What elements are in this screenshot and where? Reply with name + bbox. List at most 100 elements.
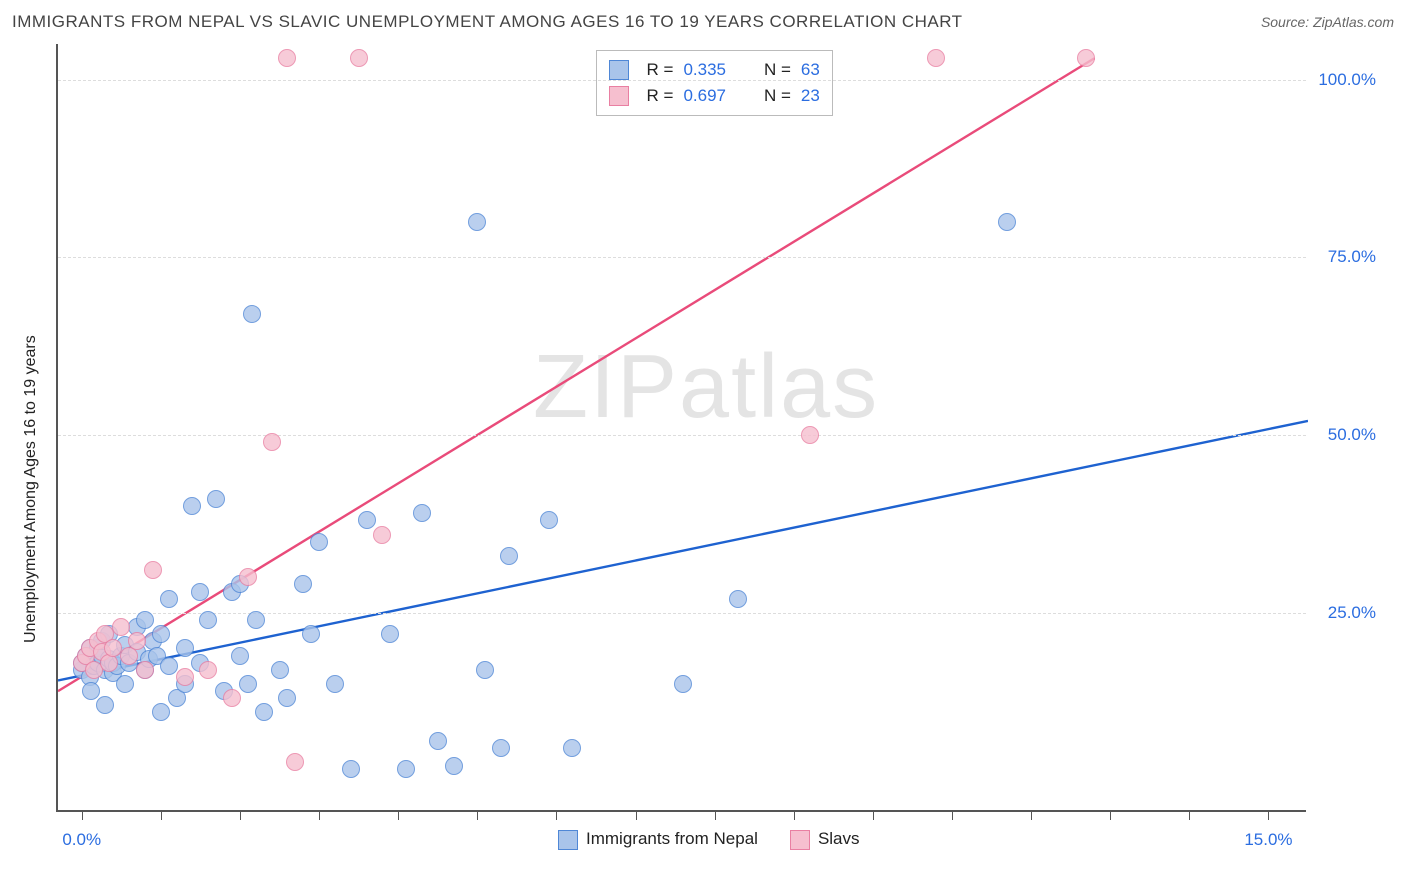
gridline-h (58, 435, 1306, 436)
data-point-nepal (152, 625, 170, 643)
data-point-nepal (302, 625, 320, 643)
data-point-slavs (278, 49, 296, 67)
x-tick-label: 15.0% (1244, 830, 1292, 850)
data-point-nepal (191, 583, 209, 601)
data-point-nepal (674, 675, 692, 693)
gridline-h (58, 80, 1306, 81)
source-prefix: Source: (1261, 14, 1313, 30)
r-value-nepal: 0.335 (683, 60, 726, 80)
x-tick (319, 810, 320, 820)
data-point-nepal (255, 703, 273, 721)
x-tick (715, 810, 716, 820)
data-point-slavs (176, 668, 194, 686)
legend-item-slavs: Slavs (790, 829, 860, 850)
chart-title: IMMIGRANTS FROM NEPAL VS SLAVIC UNEMPLOY… (12, 12, 963, 32)
x-tick (1031, 810, 1032, 820)
x-tick (161, 810, 162, 820)
source-name: ZipAtlas.com (1313, 14, 1394, 30)
data-point-nepal (381, 625, 399, 643)
legend-item-nepal: Immigrants from Nepal (558, 829, 758, 850)
regression-line-slavs (58, 58, 1094, 691)
x-tick (556, 810, 557, 820)
data-point-slavs (136, 661, 154, 679)
data-point-nepal (468, 213, 486, 231)
data-point-nepal (310, 533, 328, 551)
data-point-nepal (476, 661, 494, 679)
data-point-nepal (152, 703, 170, 721)
x-tick (873, 810, 874, 820)
data-point-slavs (223, 689, 241, 707)
data-point-nepal (207, 490, 225, 508)
x-tick (477, 810, 478, 820)
data-point-nepal (294, 575, 312, 593)
data-point-nepal (397, 760, 415, 778)
data-point-nepal (500, 547, 518, 565)
data-point-nepal (136, 611, 154, 629)
x-tick (636, 810, 637, 820)
data-point-slavs (350, 49, 368, 67)
legend-series: Immigrants from Nepal Slavs (558, 829, 860, 850)
r-value-slavs: 0.697 (683, 86, 726, 106)
data-point-slavs (199, 661, 217, 679)
data-point-nepal (445, 757, 463, 775)
data-point-nepal (540, 511, 558, 529)
data-point-nepal (239, 675, 257, 693)
watermark-atlas: atlas (679, 337, 879, 437)
data-point-nepal (492, 739, 510, 757)
watermark-zip: ZIP (533, 337, 679, 437)
data-point-nepal (278, 689, 296, 707)
y-axis-label: Unemployment Among Ages 16 to 19 years (22, 335, 40, 643)
legend-swatch-slavs (609, 86, 629, 106)
gridline-h (58, 257, 1306, 258)
regression-line-nepal (58, 421, 1308, 681)
data-point-slavs (927, 49, 945, 67)
x-tick-label: 0.0% (62, 830, 101, 850)
gridline-h (58, 613, 1306, 614)
legend-swatch-nepal (609, 60, 629, 80)
data-point-slavs (286, 753, 304, 771)
title-bar: IMMIGRANTS FROM NEPAL VS SLAVIC UNEMPLOY… (12, 8, 1394, 36)
data-point-slavs (144, 561, 162, 579)
y-tick-label: 75.0% (1328, 247, 1376, 267)
data-point-slavs (239, 568, 257, 586)
data-point-nepal (358, 511, 376, 529)
data-point-nepal (82, 682, 100, 700)
n-value-slavs: 23 (801, 86, 820, 106)
legend-stats: R = 0.335N = 63R = 0.697N = 23 (596, 50, 833, 116)
data-point-nepal (413, 504, 431, 522)
x-tick (952, 810, 953, 820)
r-label: R = (647, 60, 674, 80)
r-label: R = (647, 86, 674, 106)
data-point-nepal (326, 675, 344, 693)
data-point-nepal (429, 732, 447, 750)
data-point-slavs (263, 433, 281, 451)
data-point-nepal (247, 611, 265, 629)
regression-lines (58, 44, 1308, 812)
data-point-nepal (160, 590, 178, 608)
data-point-slavs (112, 618, 130, 636)
data-point-slavs (801, 426, 819, 444)
data-point-slavs (128, 632, 146, 650)
legend-label-nepal: Immigrants from Nepal (586, 829, 758, 848)
legend-swatch-slavs (790, 830, 810, 850)
data-point-slavs (373, 526, 391, 544)
x-tick (794, 810, 795, 820)
data-point-nepal (160, 657, 178, 675)
data-point-nepal (243, 305, 261, 323)
data-point-nepal (271, 661, 289, 679)
data-point-nepal (116, 675, 134, 693)
n-value-nepal: 63 (801, 60, 820, 80)
n-label: N = (764, 86, 791, 106)
data-point-nepal (176, 639, 194, 657)
plot-area: ZIPatlas R = 0.335N = 63R = 0.697N = 23 … (56, 44, 1306, 812)
data-point-nepal (998, 213, 1016, 231)
x-tick (82, 810, 83, 820)
data-point-nepal (342, 760, 360, 778)
data-point-slavs (1077, 49, 1095, 67)
watermark: ZIPatlas (533, 336, 879, 439)
x-tick (398, 810, 399, 820)
x-tick (1110, 810, 1111, 820)
data-point-nepal (199, 611, 217, 629)
y-tick-label: 50.0% (1328, 425, 1376, 445)
x-tick (240, 810, 241, 820)
